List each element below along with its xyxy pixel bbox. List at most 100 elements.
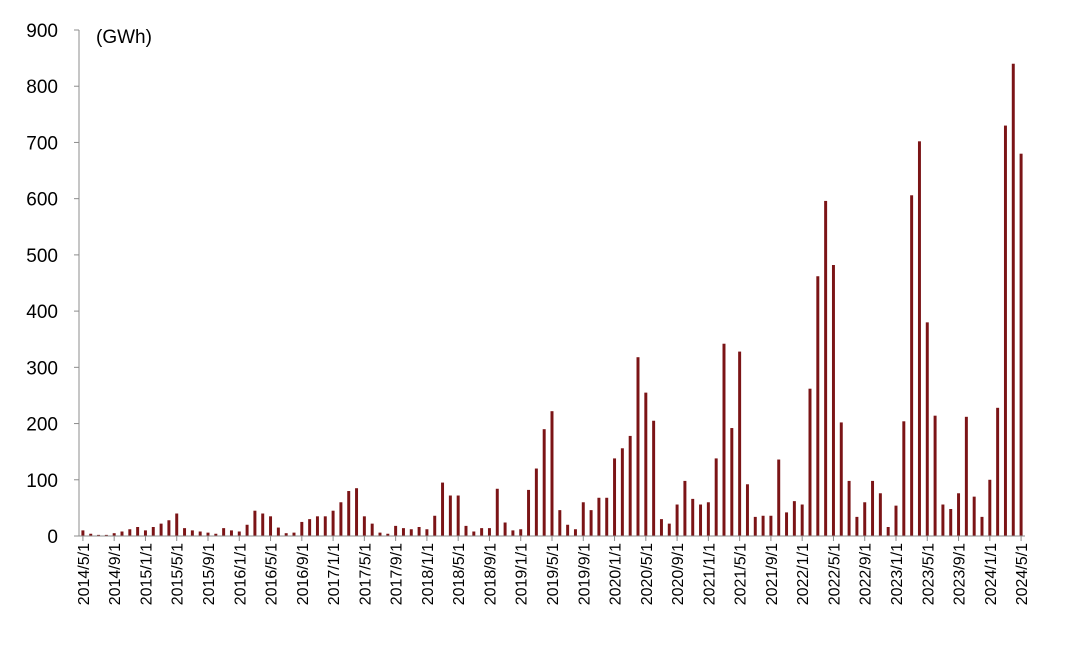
bar-2020/5 bbox=[644, 392, 648, 536]
x-tick-label: 2016/5/1 bbox=[264, 543, 281, 605]
bar-2017/5 bbox=[362, 516, 366, 536]
bar-2020/7 bbox=[659, 519, 663, 536]
bar-2018/1 bbox=[425, 529, 429, 536]
y-tick-label: 400 bbox=[26, 302, 58, 323]
bar-2015/6 bbox=[183, 528, 187, 536]
bar-2015/9 bbox=[206, 532, 210, 536]
bar-2022/2 bbox=[808, 388, 812, 536]
bar-2023/12 bbox=[980, 516, 984, 536]
bar-2020/8 bbox=[667, 523, 671, 536]
bar-2023/5 bbox=[925, 322, 929, 536]
bar-2021/4 bbox=[730, 428, 734, 536]
bar-2022/9 bbox=[863, 502, 867, 536]
bar-2018/4 bbox=[448, 495, 452, 536]
axes-group bbox=[74, 29, 1025, 541]
bar-2023/6 bbox=[933, 415, 937, 536]
bar-2020/2 bbox=[620, 448, 624, 536]
bar-2019/12 bbox=[605, 497, 609, 536]
bar-2018/7 bbox=[472, 531, 476, 536]
bars-group bbox=[81, 63, 1023, 537]
bar-2019/4 bbox=[542, 429, 546, 536]
x-tick-label: 2020/1/1 bbox=[608, 543, 625, 605]
bar-2017/9 bbox=[394, 525, 398, 536]
bar-2023/10 bbox=[964, 416, 968, 536]
y-tick-label: 300 bbox=[26, 358, 58, 379]
bar-2017/11 bbox=[409, 529, 413, 536]
bar-2018/6 bbox=[464, 525, 468, 536]
bar-2024/5 bbox=[1019, 153, 1023, 536]
bar-2023/4 bbox=[917, 141, 921, 536]
bar-2022/1 bbox=[800, 504, 804, 536]
bar-2020/4 bbox=[636, 357, 640, 536]
bar-2018/2 bbox=[433, 515, 437, 536]
bar-2021/8 bbox=[761, 515, 765, 536]
bar-2022/5 bbox=[831, 265, 835, 536]
bar-2019/2 bbox=[527, 489, 531, 536]
bar-2016/6 bbox=[276, 527, 280, 536]
bar-2023/11 bbox=[972, 496, 976, 536]
bar-2021/11 bbox=[785, 512, 789, 536]
bar-2021/1 bbox=[706, 502, 710, 536]
bar-2021/2 bbox=[714, 458, 718, 536]
bar-2017/8 bbox=[386, 533, 390, 536]
bar-2023/7 bbox=[941, 504, 945, 536]
x-tick-label: 2023/5/1 bbox=[920, 543, 937, 605]
x-tick-label: 2024/5/1 bbox=[1014, 543, 1031, 605]
bar-2017/1 bbox=[331, 510, 335, 536]
y-tick-label: 800 bbox=[26, 77, 58, 98]
x-tick-label: 2020/5/1 bbox=[639, 543, 656, 605]
bar-2017/7 bbox=[378, 532, 382, 536]
bar-2020/10 bbox=[683, 480, 687, 536]
x-tick-label: 2018/1/1 bbox=[420, 543, 437, 605]
bar-2020/11 bbox=[691, 498, 695, 536]
bar-2014/10 bbox=[120, 531, 124, 536]
x-tick-labels: 2014/5/1 2014/9/1 2015/1/1 2015/5/1 2015/9/1… bbox=[76, 543, 1031, 605]
bar-2018/12 bbox=[511, 530, 515, 536]
bar-2016/7 bbox=[284, 533, 288, 536]
bar-2017/12 bbox=[417, 527, 421, 536]
bar-2022/10 bbox=[871, 480, 875, 536]
bar-2020/1 bbox=[613, 458, 617, 536]
bar-2019/5 bbox=[550, 411, 554, 536]
y-tick-label: 0 bbox=[47, 527, 58, 548]
bar-2015/8 bbox=[198, 531, 202, 536]
bar-2022/6 bbox=[839, 422, 843, 536]
bar-2019/10 bbox=[589, 510, 593, 536]
bar-2022/11 bbox=[878, 493, 882, 536]
x-tick-label: 2015/1/1 bbox=[138, 543, 155, 605]
bar-2018/9 bbox=[487, 528, 491, 536]
y-tick-label: 900 bbox=[26, 21, 58, 42]
bar-2021/10 bbox=[777, 459, 781, 536]
bar-2023/2 bbox=[902, 421, 906, 536]
bar-2018/5 bbox=[456, 495, 460, 536]
bar-2021/3 bbox=[722, 343, 726, 536]
x-tick-label: 2021/9/1 bbox=[764, 543, 781, 605]
bar-2024/4 bbox=[1011, 63, 1015, 536]
y-tick-label: 200 bbox=[26, 415, 58, 436]
bar-2024/3 bbox=[1003, 125, 1007, 536]
bar-2016/8 bbox=[292, 532, 296, 536]
bar-2020/3 bbox=[628, 435, 632, 536]
y-tick-label: 600 bbox=[26, 190, 58, 211]
x-tick-label: 2018/5/1 bbox=[451, 543, 468, 605]
bar-2023/1 bbox=[894, 505, 898, 536]
bar-2023/3 bbox=[910, 195, 914, 537]
bar-2015/11 bbox=[222, 528, 226, 536]
bar-2014/12 bbox=[136, 527, 140, 536]
x-tick-label: 2022/5/1 bbox=[826, 543, 843, 605]
bar-2018/11 bbox=[503, 522, 507, 536]
x-tick-label: 2016/9/1 bbox=[295, 543, 312, 605]
bar-2019/7 bbox=[566, 524, 570, 536]
bar-2024/2 bbox=[996, 407, 1000, 536]
bar-2016/12 bbox=[323, 516, 327, 536]
x-tick-label: 2017/9/1 bbox=[389, 543, 406, 605]
bar-2022/3 bbox=[816, 276, 820, 536]
bar-2021/9 bbox=[769, 515, 773, 536]
bar-2023/9 bbox=[957, 493, 961, 536]
bar-2022/7 bbox=[847, 480, 851, 536]
x-tick-label: 2020/9/1 bbox=[670, 543, 687, 605]
x-tick-label: 2015/9/1 bbox=[201, 543, 218, 605]
bar-2022/4 bbox=[824, 200, 828, 537]
x-tick-label: 2024/1/1 bbox=[983, 543, 1000, 605]
